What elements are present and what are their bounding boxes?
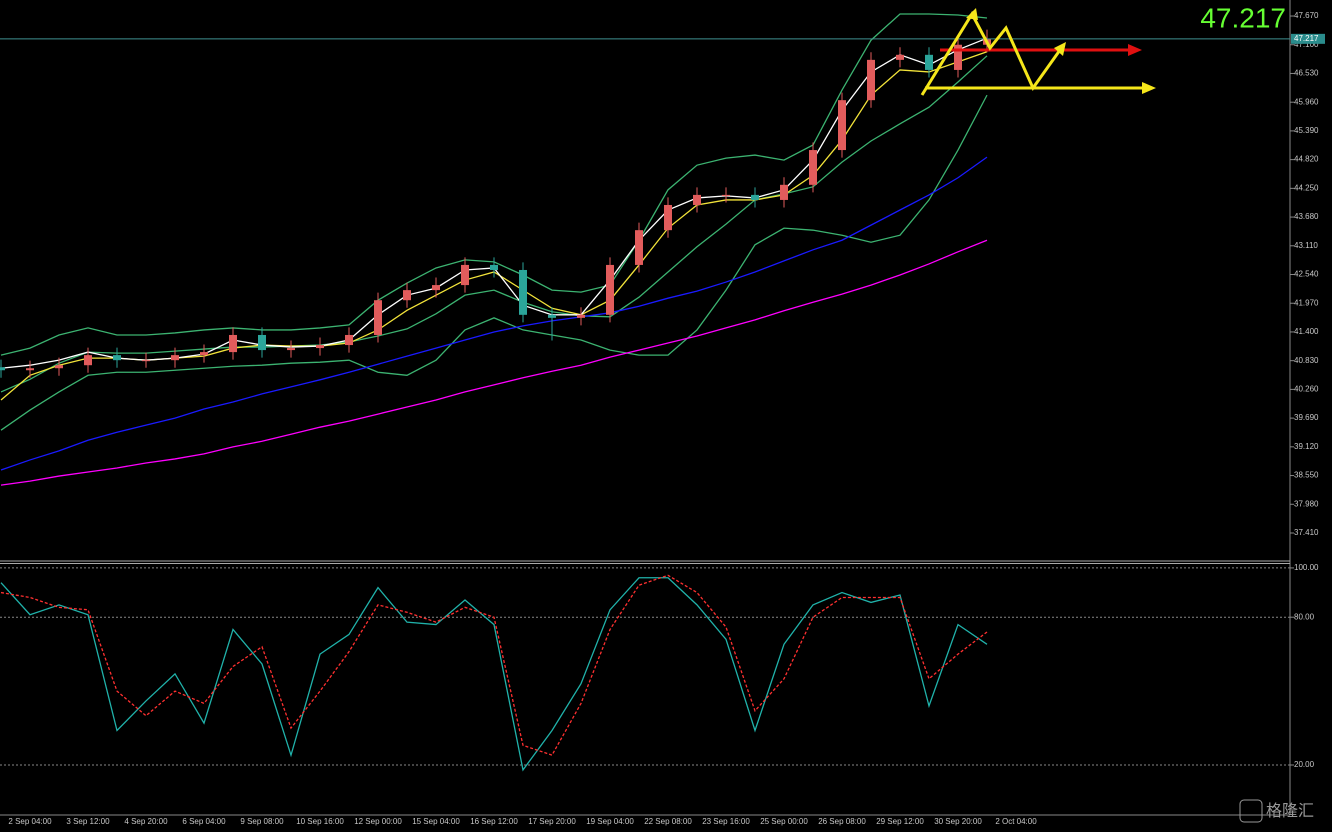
- candle-body: [84, 355, 92, 366]
- candle-body: [896, 54, 904, 60]
- x-tick-label: 3 Sep 12:00: [66, 817, 110, 826]
- watermark-logo: [1239, 799, 1263, 823]
- y-tick-label: 100.00: [1294, 563, 1319, 572]
- x-tick-label: 16 Sep 12:00: [470, 817, 518, 826]
- candle-body: [838, 100, 846, 151]
- candle-body: [548, 314, 556, 318]
- candle-body: [664, 204, 672, 231]
- y-tick-label: 38.550: [1294, 471, 1319, 480]
- x-tick-label: 17 Sep 20:00: [528, 817, 576, 826]
- candle-body: [432, 285, 440, 291]
- candle-body: [171, 355, 179, 361]
- y-tick-label: 43.680: [1294, 212, 1319, 221]
- candle-body: [519, 269, 527, 315]
- line: [0, 94, 988, 431]
- line: [0, 577, 988, 772]
- candle-body: [490, 264, 498, 270]
- price-tag: [1291, 33, 1325, 44]
- last-price: 47.217: [1200, 2, 1286, 33]
- candle-body: [0, 367, 5, 371]
- y-tick-label: 80.00: [1294, 612, 1315, 621]
- arrow-head: [1142, 82, 1156, 94]
- candle-body: [925, 54, 933, 70]
- watermark-text: 格隆汇: [1266, 802, 1314, 820]
- candle-body: [374, 300, 382, 335]
- candle-body: [780, 184, 788, 200]
- y-tick-label: 39.690: [1294, 413, 1319, 422]
- y-tick-label: 46.530: [1294, 69, 1319, 78]
- line: [0, 156, 988, 471]
- x-tick-label: 25 Sep 00:00: [760, 817, 808, 826]
- candle-body: [229, 334, 237, 353]
- y-tick-label: 44.250: [1294, 183, 1319, 192]
- candle-body: [287, 348, 295, 351]
- candle-body: [55, 365, 63, 369]
- x-tick-label: 26 Sep 08:00: [818, 817, 866, 826]
- arrow-head: [1128, 44, 1142, 56]
- candle-body: [258, 334, 266, 351]
- x-tick-label: 2 Sep 04:00: [8, 817, 52, 826]
- y-tick-label: 20.00: [1294, 760, 1315, 769]
- y-tick-label: 40.830: [1294, 356, 1319, 365]
- watermark: 格隆汇: [1239, 799, 1314, 823]
- y-tick-label: 41.400: [1294, 327, 1319, 336]
- x-tick-label: 22 Sep 08:00: [644, 817, 692, 826]
- candle-body: [403, 290, 411, 301]
- arrow-head: [966, 8, 978, 20]
- y-tick-label: 45.960: [1294, 97, 1319, 106]
- arrow-head: [1054, 42, 1066, 56]
- candle-body: [954, 44, 962, 70]
- line: [0, 55, 988, 393]
- candle-body: [606, 264, 614, 315]
- price-tag-label: 47.217: [1294, 34, 1319, 43]
- x-tick-label: 2 Oct 04:00: [995, 817, 1037, 826]
- x-tick-label: 30 Sep 20:00: [934, 817, 982, 826]
- x-tick-label: 23 Sep 16:00: [702, 817, 750, 826]
- x-tick-label: 12 Sep 00:00: [354, 817, 402, 826]
- candle-body: [26, 368, 34, 371]
- y-tick-label: 47.100: [1294, 40, 1319, 49]
- candle-body: [142, 360, 150, 362]
- y-tick-label: 45.390: [1294, 126, 1319, 135]
- candle-body: [577, 314, 585, 318]
- candle-body: [722, 194, 730, 196]
- x-tick-label: 15 Sep 04:00: [412, 817, 460, 826]
- x-tick-label: 6 Sep 04:00: [182, 817, 226, 826]
- x-tick-label: 10 Sep 16:00: [296, 817, 344, 826]
- candle-body: [113, 355, 121, 361]
- candle-body: [751, 194, 759, 200]
- y-tick-label: 41.970: [1294, 298, 1319, 307]
- y-tick-label: 37.980: [1294, 499, 1319, 508]
- zigzag-arrow: [920, 10, 1062, 96]
- candle-body: [461, 264, 469, 286]
- annotations: [920, 8, 1156, 96]
- y-tick-label: 40.260: [1294, 384, 1319, 393]
- line: [0, 239, 988, 486]
- candle-body: [200, 352, 208, 356]
- candle-body: [693, 194, 701, 205]
- x-tick-label: 29 Sep 12:00: [876, 817, 924, 826]
- y-tick-label: 42.540: [1294, 270, 1319, 279]
- y-tick-label: 47.670: [1294, 11, 1319, 20]
- x-tick-label: 4 Sep 20:00: [124, 817, 168, 826]
- candle-body: [809, 150, 817, 185]
- y-tick-label: 39.120: [1294, 442, 1319, 451]
- line: [0, 574, 988, 756]
- candle-body: [345, 334, 353, 346]
- y-tick-label: 37.410: [1294, 528, 1319, 537]
- candle-body: [635, 230, 643, 265]
- y-tick-label: 44.820: [1294, 155, 1319, 164]
- x-tick-label: 19 Sep 04:00: [586, 817, 634, 826]
- candle-body: [867, 59, 875, 101]
- y-tick-label: 43.110: [1294, 241, 1318, 250]
- x-tick-label: 9 Sep 08:00: [240, 817, 284, 826]
- candle-body: [316, 345, 324, 349]
